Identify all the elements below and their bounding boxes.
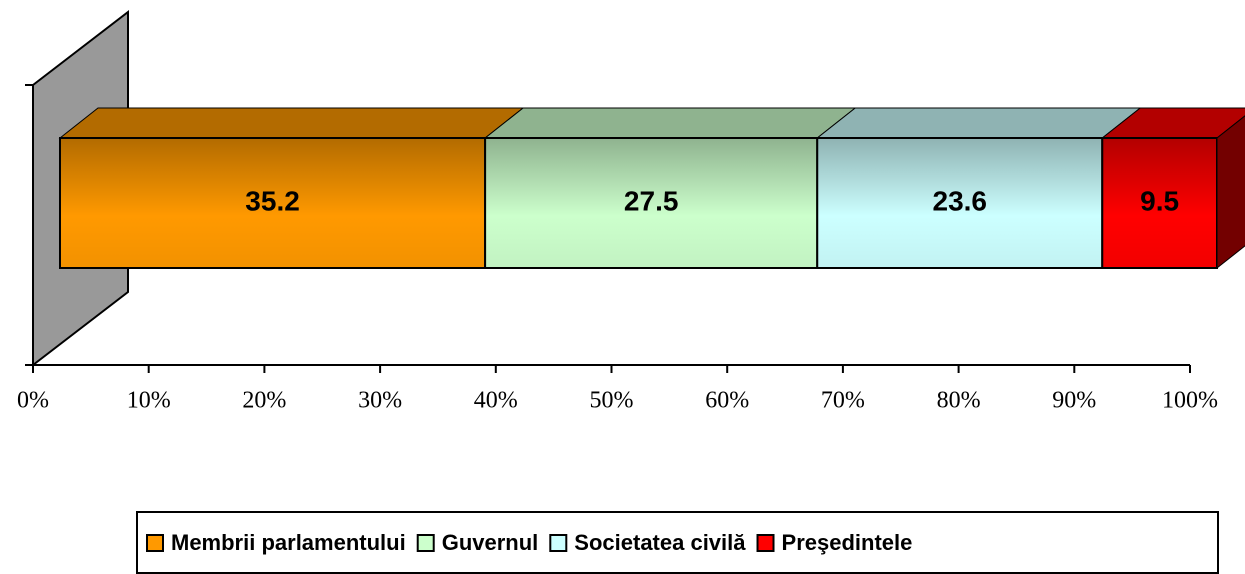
x-tick-label: 30% xyxy=(358,388,402,414)
legend-label: Societatea civilă xyxy=(574,530,746,555)
x-tick-label: 90% xyxy=(1052,388,1096,414)
x-tick-label: 40% xyxy=(474,388,518,414)
x-tick-label: 70% xyxy=(821,388,865,414)
legend xyxy=(136,511,1219,574)
x-tick-label: 20% xyxy=(242,388,286,414)
bar-side xyxy=(1216,115,1245,270)
bar-shade xyxy=(1102,138,1217,268)
value-label: 23.6 xyxy=(933,185,988,216)
x-tick-label: 50% xyxy=(590,388,634,414)
x-tick-label: 0% xyxy=(17,388,49,414)
legend-label: Guvernul xyxy=(442,530,539,555)
legend-swatch xyxy=(416,534,435,552)
bar-shade xyxy=(60,138,486,268)
bar-shade xyxy=(817,138,1103,268)
bar-shade xyxy=(485,138,818,268)
x-tick-label: 100% xyxy=(1162,388,1218,414)
value-label: 9.5 xyxy=(1140,185,1179,216)
legend-swatch xyxy=(549,534,568,552)
bar-top xyxy=(483,107,857,139)
legend-label: Membrii parlamentului xyxy=(171,530,406,555)
bar-top xyxy=(58,107,525,139)
x-tick-label: 60% xyxy=(705,388,749,414)
legend-swatch xyxy=(756,534,775,552)
value-label: 27.5 xyxy=(624,185,679,216)
legend-label: Preşedintele xyxy=(782,530,913,555)
x-tick-label: 10% xyxy=(127,388,171,414)
legend-swatch xyxy=(146,534,164,552)
x-tick-label: 80% xyxy=(937,388,981,414)
value-label: 35.2 xyxy=(245,185,300,216)
bar-top xyxy=(815,107,1142,139)
